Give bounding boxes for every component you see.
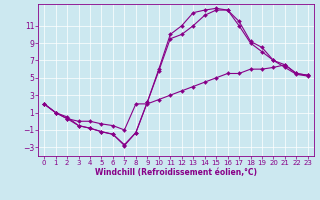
X-axis label: Windchill (Refroidissement éolien,°C): Windchill (Refroidissement éolien,°C) (95, 168, 257, 177)
